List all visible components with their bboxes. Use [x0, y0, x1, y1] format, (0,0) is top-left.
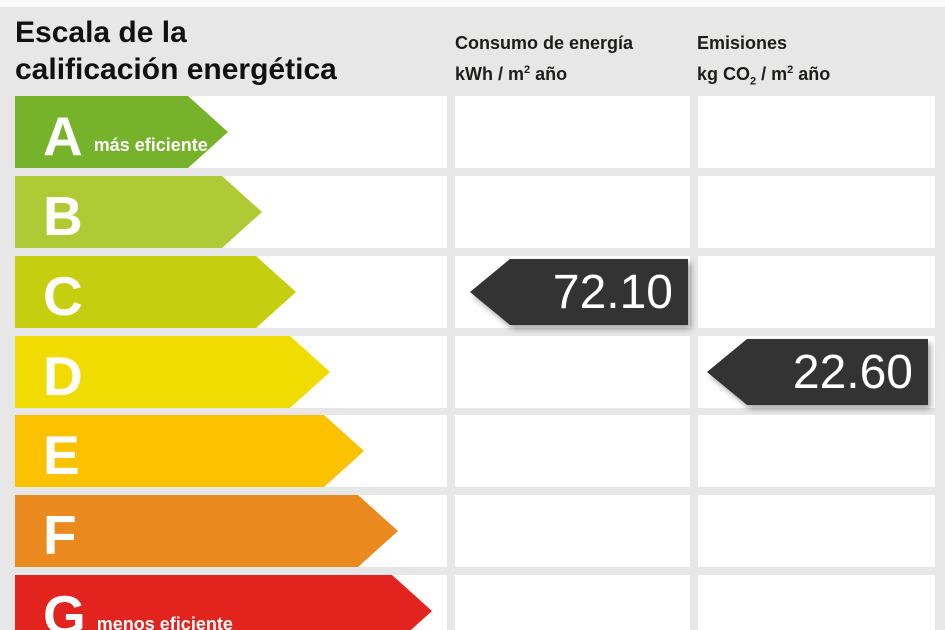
grade-letter: F: [43, 503, 77, 566]
consumption-header-unit: kWh / m2 año: [455, 64, 568, 84]
efficiency-note: más eficiente: [93, 135, 208, 155]
page-title: Escala de la calificación energética: [15, 14, 337, 88]
grade-letter: C: [43, 264, 83, 327]
consumption-column-header: Consumo de energía kWh / m2 año: [455, 30, 633, 88]
rating-bar-e: E: [15, 415, 364, 487]
consumption-cell: [455, 415, 690, 487]
consumption-cell: [455, 176, 690, 248]
top-border: [0, 0, 945, 7]
consumption-header-title: Consumo de energía: [455, 33, 634, 53]
emissions-cell: [698, 176, 935, 248]
emissions-value-arrow: 22.60: [707, 339, 928, 405]
grade-letter: B: [43, 184, 83, 247]
rating-row-e: E: [0, 415, 945, 487]
emissions-value: 22.60: [792, 345, 913, 399]
rating-bar-c: C: [15, 256, 296, 328]
consumption-cell: 72.10: [455, 256, 690, 328]
rating-bar-b: B: [15, 176, 262, 248]
scale-cell: A más eficiente: [15, 96, 447, 168]
consumption-value: 72.10: [552, 265, 673, 319]
scale-cell: D: [15, 336, 447, 408]
page-title-line2: calificación energética: [15, 53, 337, 86]
consumption-value-arrow: 72.10: [470, 259, 688, 325]
consumption-cell: [455, 495, 690, 567]
consumption-cell: [455, 336, 690, 408]
emissions-cell: [698, 256, 935, 328]
efficiency-note: menos eficiente: [96, 614, 233, 630]
consumption-cell: [455, 96, 690, 168]
rating-bar-a: A más eficiente: [15, 96, 228, 168]
left-arrow-icon: 22.60: [707, 339, 928, 405]
rating-row-d: D 22.60: [0, 336, 945, 408]
scale-cell: E: [15, 415, 447, 487]
rating-row-f: F: [0, 495, 945, 567]
grade-letter: E: [43, 423, 80, 486]
rating-row-b: B: [0, 176, 945, 248]
emissions-header-title: Emisiones: [697, 33, 788, 53]
emissions-cell: 22.60: [698, 336, 935, 408]
emissions-column-header: Emisiones kg CO2 / m2 año: [697, 30, 830, 96]
emissions-header-unit: kg CO2 / m2 año: [697, 64, 831, 88]
grade-letter: G: [43, 583, 86, 630]
scale-cell: F: [15, 495, 447, 567]
grade-letter: D: [43, 344, 83, 407]
emissions-cell: [698, 575, 935, 630]
page-title-line1: Escala de la: [15, 16, 187, 49]
rating-bar-f: F: [15, 495, 398, 567]
rating-row-c: C 72.10: [0, 256, 945, 328]
scale-cell: B: [15, 176, 447, 248]
scale-cell: G menos eficiente: [15, 575, 447, 630]
rating-row-a: A más eficiente: [0, 96, 945, 168]
rating-bar-d: D: [15, 336, 330, 408]
rating-row-g: G menos eficiente: [0, 575, 945, 630]
emissions-cell: [698, 96, 935, 168]
left-arrow-icon: 72.10: [470, 259, 688, 325]
emissions-cell: [698, 495, 935, 567]
emissions-cell: [698, 415, 935, 487]
scale-cell: C: [15, 256, 447, 328]
rating-bar-g: G menos eficiente: [15, 575, 432, 630]
consumption-cell: [455, 575, 690, 630]
grade-letter: A: [43, 104, 83, 167]
